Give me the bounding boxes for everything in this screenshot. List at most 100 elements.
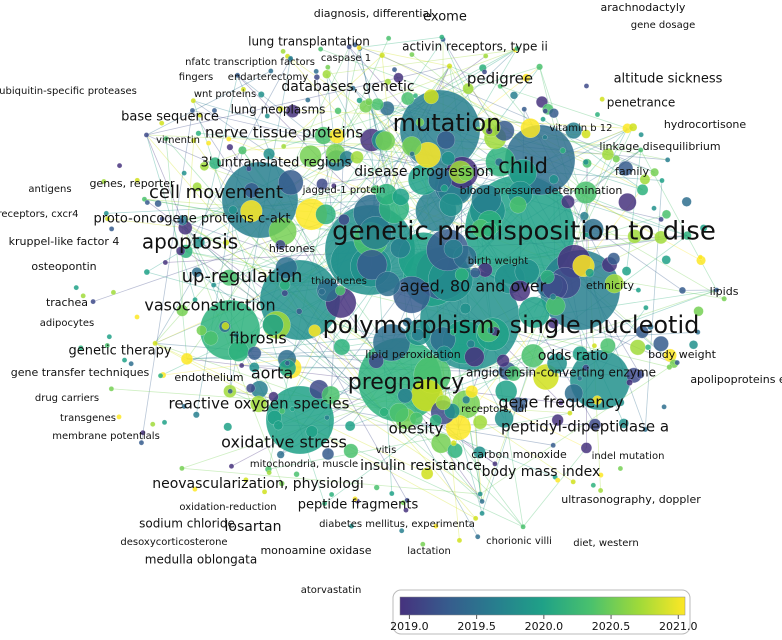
node-bubble bbox=[379, 52, 386, 59]
node-label: child bbox=[498, 154, 548, 178]
node-label: diagnosis, differential bbox=[314, 7, 433, 20]
node-bubble bbox=[721, 295, 728, 302]
edge bbox=[359, 47, 450, 67]
node-bubble bbox=[469, 267, 481, 279]
node-bubble bbox=[666, 364, 673, 371]
node-bubble bbox=[278, 407, 286, 415]
node-bubble bbox=[439, 34, 445, 40]
node-bubble bbox=[549, 293, 557, 301]
node-bubble bbox=[627, 229, 642, 244]
node-bubble bbox=[636, 184, 649, 196]
edge bbox=[325, 39, 444, 215]
node-bubble bbox=[268, 68, 274, 74]
node-bubble bbox=[585, 268, 595, 278]
node-label: medulla oblongata bbox=[145, 553, 257, 567]
node-bubble bbox=[370, 184, 381, 195]
node-bubble bbox=[404, 497, 410, 504]
edge bbox=[522, 447, 587, 528]
node-bubble bbox=[134, 314, 140, 320]
node-bubble bbox=[409, 51, 415, 58]
node-bubble bbox=[693, 306, 704, 317]
node-label: osteopontin bbox=[31, 260, 96, 273]
node-bubble bbox=[397, 388, 413, 404]
node-label: diabetes mellitus, experimenta bbox=[319, 519, 475, 530]
node-bubble bbox=[321, 447, 335, 461]
node-label: genes, reporter bbox=[89, 177, 175, 190]
node-label: cell movement bbox=[149, 182, 283, 203]
node-bubble bbox=[104, 342, 111, 349]
node-bubble bbox=[78, 345, 84, 351]
node-bubble bbox=[443, 239, 464, 259]
node-bubble bbox=[268, 391, 279, 402]
node-bubble bbox=[494, 157, 504, 167]
node-bubble bbox=[579, 211, 589, 221]
node-bubble bbox=[358, 216, 393, 250]
node-label: indel mutation bbox=[592, 451, 665, 462]
node-bubble bbox=[510, 397, 526, 413]
node-bubble bbox=[203, 330, 219, 346]
node-bubble bbox=[245, 165, 252, 172]
node-bubble bbox=[344, 420, 356, 432]
node-bubble bbox=[479, 498, 485, 505]
node-bubble bbox=[481, 69, 488, 75]
node-bubble bbox=[550, 442, 556, 449]
edge bbox=[162, 358, 288, 376]
node-label: apoptosis bbox=[142, 230, 238, 254]
node-bubble bbox=[643, 304, 649, 311]
node-bubble bbox=[140, 429, 146, 436]
node-label: ubiquitin-specific proteases bbox=[0, 86, 137, 97]
node-bubble bbox=[415, 117, 425, 127]
node-label: carbon monoxide bbox=[471, 448, 567, 461]
node-bubble bbox=[423, 88, 439, 105]
node-bubble bbox=[521, 343, 545, 368]
node-label: hydrocortisone bbox=[664, 118, 747, 131]
node-label: aged, 80 and over bbox=[400, 277, 547, 296]
node-bubble bbox=[547, 317, 559, 329]
node-bubble bbox=[162, 259, 169, 266]
node-bubble bbox=[495, 380, 518, 403]
edge bbox=[359, 36, 442, 49]
node-bubble bbox=[158, 120, 165, 126]
edge bbox=[585, 192, 601, 491]
node-bubble bbox=[520, 118, 541, 139]
node-bubble bbox=[352, 42, 358, 48]
node-bubble bbox=[621, 266, 632, 276]
node-bubble bbox=[583, 83, 590, 89]
node-label: genetic predisposition to dise bbox=[332, 217, 716, 247]
node-bubble bbox=[570, 479, 576, 485]
node-bubble bbox=[536, 63, 544, 71]
scale-tick-label: 2020.5 bbox=[592, 620, 631, 633]
node-label: oxidative stress bbox=[221, 433, 347, 452]
node-bubble bbox=[509, 280, 531, 302]
node-label: membrane potentials bbox=[52, 431, 160, 442]
node-bubble bbox=[249, 362, 260, 373]
node-bubble bbox=[616, 398, 625, 407]
node-bubble bbox=[400, 500, 406, 506]
node-label: reactive oxygen species bbox=[169, 395, 350, 413]
node-label: vimentin bbox=[156, 135, 200, 146]
node-bubble bbox=[449, 328, 457, 336]
node-bubble bbox=[494, 408, 514, 429]
node-bubble bbox=[266, 469, 272, 476]
node-label: drug carriers bbox=[35, 393, 99, 404]
node-bubble bbox=[175, 246, 186, 256]
node-bubble bbox=[591, 342, 598, 349]
node-bubble bbox=[520, 524, 526, 530]
edge bbox=[368, 101, 393, 494]
node-bubble bbox=[582, 364, 590, 372]
node-bubble bbox=[492, 461, 498, 467]
node-bubble bbox=[481, 117, 501, 138]
node-bubble bbox=[157, 372, 164, 379]
node-bubble bbox=[356, 44, 362, 51]
node-bubble bbox=[393, 72, 404, 83]
node-bubble bbox=[150, 421, 156, 427]
node-label: lipid peroxidation bbox=[365, 348, 460, 361]
node-label: family bbox=[615, 165, 649, 178]
node-bubble bbox=[411, 328, 425, 342]
node-bubble bbox=[308, 324, 321, 337]
node-bubble bbox=[482, 53, 489, 59]
node-bubble bbox=[559, 147, 566, 154]
node-label: ethnicity bbox=[586, 279, 634, 292]
node-bubble bbox=[514, 45, 520, 52]
